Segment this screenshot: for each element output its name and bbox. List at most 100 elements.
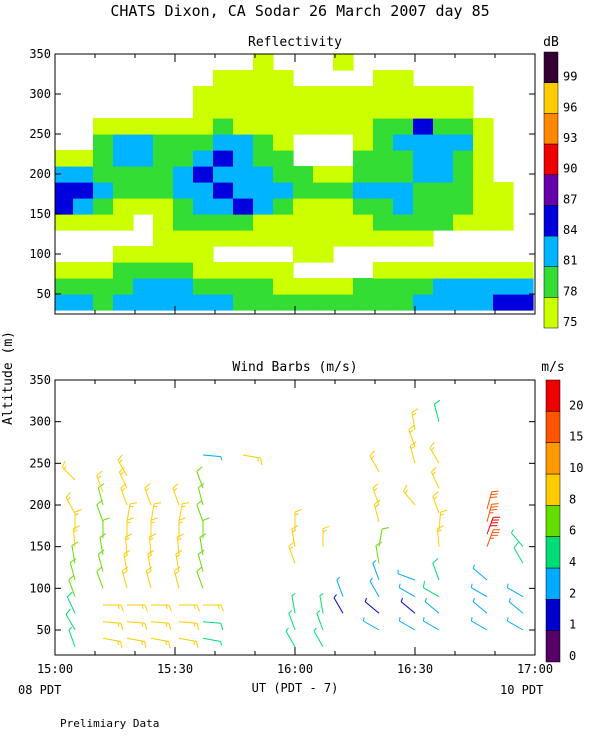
reflectivity-cell: [273, 198, 294, 215]
reflectivity-x-axis: [54, 54, 536, 314]
reflectivity-cell: [433, 294, 454, 311]
x-tick-label: 16:30: [397, 662, 433, 676]
reflectivity-cell: [153, 198, 174, 215]
reflectivity-cell: [353, 214, 374, 231]
wind-barb: [150, 637, 171, 649]
wind-barb-shaft: [291, 595, 296, 614]
wind-barb-flag: [65, 491, 71, 499]
y-tick-label: 50: [37, 623, 51, 637]
reflectivity-cell: [233, 166, 254, 183]
wind-barb: [362, 617, 380, 631]
wind-barb-half-flag: [150, 521, 155, 524]
wind-barb-half-flag: [117, 604, 120, 609]
wind-barb-half-flag: [178, 521, 183, 524]
wind-barb-half-flag: [371, 455, 375, 460]
wind-barb-half-flag: [120, 471, 124, 476]
wind-barb-shaft: [313, 630, 324, 647]
wind-barb: [316, 610, 324, 631]
wind-barb: [176, 533, 184, 556]
wind-barb: [398, 617, 416, 631]
reflectivity-cell: [453, 134, 474, 151]
wind-barb: [408, 424, 416, 447]
reflectivity-cell: [193, 182, 214, 199]
reflectivity-cell: [253, 150, 274, 167]
reflectivity-cell: [433, 118, 454, 135]
wind-barb-half-flag: [472, 564, 475, 569]
colorbar-swatch: [545, 473, 561, 506]
wind-barb: [202, 454, 223, 461]
wind-barb-flag: [429, 441, 435, 449]
wind-barb-half-flag: [181, 505, 186, 508]
reflectivity-cell: [393, 102, 414, 119]
reflectivity-cell: [453, 262, 474, 279]
colorbar-swatch: [543, 51, 559, 83]
wind-barb-half-flag: [422, 617, 425, 622]
reflectivity-cell: [453, 86, 474, 103]
reflectivity-cell: [433, 102, 454, 119]
wind-barb-shaft: [424, 601, 440, 614]
reflectivity-cell: [93, 134, 114, 151]
wind-barb: [65, 608, 76, 631]
y-tick-label: 100: [29, 247, 51, 261]
colorbar-swatch: [545, 442, 561, 475]
reflectivity-cell: [213, 134, 234, 151]
reflectivity-cell: [273, 182, 294, 199]
wind-y-axis: 50 100 150 200 250 300 350: [29, 373, 535, 637]
reflectivity-cell: [93, 262, 114, 279]
wind-barb-shaft: [68, 579, 76, 597]
reflectivity-cell: [213, 230, 234, 247]
footer-note: Prelimiary Data: [60, 717, 159, 730]
reflectivity-cell: [433, 198, 454, 215]
wind-barb-half-flag: [165, 640, 167, 645]
reflectivity-cell: [293, 198, 314, 215]
wind-barb-shaft: [400, 601, 416, 614]
wind-barb-shaft: [423, 587, 440, 598]
wind-barb: [203, 604, 224, 612]
wind-barb-flag: [202, 517, 210, 521]
wind-barb-shaft: [126, 503, 131, 522]
reflectivity-cell: [453, 118, 474, 135]
wind-barb-flag: [402, 484, 408, 492]
colorbar-label: 75: [563, 315, 577, 329]
wind-barb: [150, 502, 162, 522]
colorbar-swatch: [543, 297, 559, 329]
reflectivity-cell: [73, 198, 94, 215]
y-tick-label: 150: [29, 207, 51, 221]
wind-barb-flag: [150, 517, 158, 521]
wind-barb-shaft: [369, 580, 380, 597]
wind-barb: [375, 541, 383, 564]
reflectivity-cell: [373, 166, 394, 183]
wind-barb: [124, 533, 132, 556]
reflectivity-cell: [253, 198, 274, 215]
reflectivity-cell: [193, 230, 214, 247]
wind-barb-shaft: [471, 620, 488, 631]
reflectivity-cell: [113, 166, 134, 183]
reflectivity-cell: [453, 198, 474, 215]
reflectivity-cell: [133, 118, 154, 135]
wind-barb-flag: [65, 608, 71, 615]
wind-barb-shaft: [288, 546, 296, 564]
wind-barb-flag: [178, 517, 186, 521]
wind-barb-shaft: [173, 570, 180, 589]
reflectivity-cell: [313, 230, 334, 247]
reflectivity-cell: [353, 86, 374, 103]
wind-barb-half-flag: [374, 504, 379, 508]
wind-barb-shaft: [432, 496, 440, 514]
wind-barb: [486, 503, 499, 522]
wind-barb-shaft: [472, 568, 488, 581]
wind-barb-half-flag: [174, 571, 179, 575]
wind-barb-half-flag: [145, 487, 150, 492]
reflectivity-cell: [273, 230, 294, 247]
reflectivity-cell: [253, 230, 274, 247]
wind-barb: [72, 525, 80, 547]
x-axis-label: UT (PDT - 7): [252, 681, 339, 695]
wind-barb-shaft: [196, 571, 204, 589]
reflectivity-cell: [393, 214, 414, 231]
reflectivity-cell: [373, 278, 394, 295]
reflectivity-cell: [233, 70, 254, 87]
wind-barb: [313, 627, 324, 647]
reflectivity-cell: [273, 134, 294, 151]
wind-barb-shaft: [118, 471, 128, 489]
reflectivity-cell: [193, 102, 214, 119]
wind-barb: [151, 604, 172, 612]
